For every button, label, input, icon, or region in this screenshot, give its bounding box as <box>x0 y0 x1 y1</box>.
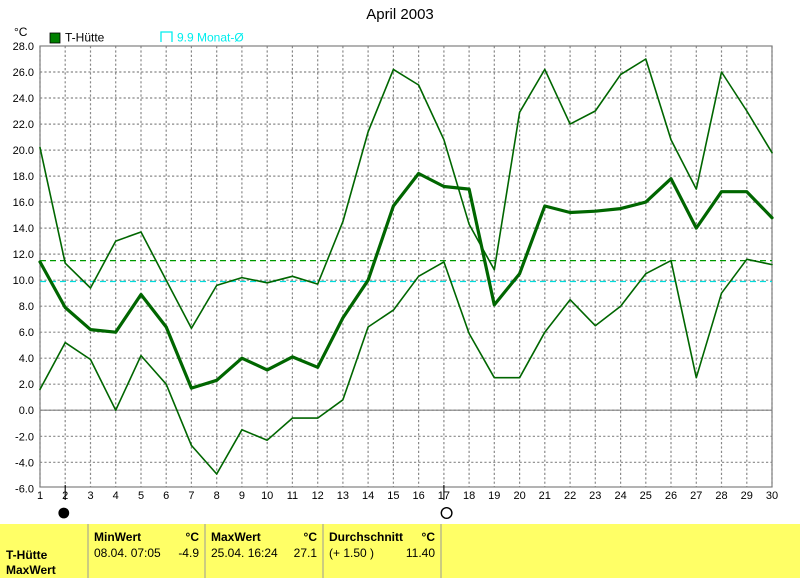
svg-text:5: 5 <box>138 490 144 502</box>
svg-text:MinWert: MinWert <box>94 530 141 544</box>
svg-text:21: 21 <box>539 490 551 502</box>
svg-text:18.0: 18.0 <box>13 171 34 183</box>
svg-text:-6.0: -6.0 <box>15 483 34 495</box>
svg-text:9.9 Monat-Ø: 9.9 Monat-Ø <box>177 31 244 45</box>
svg-text:26.0: 26.0 <box>13 67 34 79</box>
svg-text:22.0: 22.0 <box>13 119 34 131</box>
svg-text:MaxWert: MaxWert <box>6 563 56 577</box>
svg-text:20: 20 <box>513 490 525 502</box>
svg-text:11: 11 <box>287 490 298 502</box>
svg-text:3: 3 <box>87 490 93 502</box>
svg-text:14.0: 14.0 <box>13 223 34 235</box>
svg-text:9: 9 <box>239 490 245 502</box>
svg-text:11.40: 11.40 <box>406 546 435 560</box>
svg-text:°C: °C <box>422 530 436 544</box>
svg-text:26: 26 <box>665 490 677 502</box>
svg-text:23: 23 <box>589 490 601 502</box>
svg-text:1: 1 <box>37 490 43 502</box>
svg-text:4.0: 4.0 <box>19 353 34 365</box>
svg-text:-4.0: -4.0 <box>15 457 34 469</box>
svg-text:30: 30 <box>766 490 778 502</box>
svg-text:19: 19 <box>488 490 500 502</box>
svg-text:2.0: 2.0 <box>19 379 34 391</box>
svg-text:16: 16 <box>412 490 424 502</box>
svg-text:28.0: 28.0 <box>13 41 34 53</box>
svg-text:16.0: 16.0 <box>13 197 34 209</box>
svg-text:27.1: 27.1 <box>294 546 318 560</box>
svg-text:10.0: 10.0 <box>13 275 34 287</box>
svg-text:14: 14 <box>362 490 374 502</box>
svg-text:10: 10 <box>261 490 273 502</box>
svg-text:24: 24 <box>614 490 626 502</box>
svg-text:8.0: 8.0 <box>19 301 34 313</box>
svg-text:12.0: 12.0 <box>13 249 34 261</box>
svg-text:08.04. 07:05: 08.04. 07:05 <box>94 546 161 560</box>
svg-text:20.0: 20.0 <box>13 145 34 157</box>
svg-text:25: 25 <box>640 490 652 502</box>
svg-text:8: 8 <box>214 490 220 502</box>
svg-text:29: 29 <box>741 490 753 502</box>
svg-text:(+ 1.50 ): (+ 1.50 ) <box>329 546 374 560</box>
svg-text:25.04. 16:24: 25.04. 16:24 <box>211 546 278 560</box>
svg-text:15: 15 <box>387 490 399 502</box>
svg-text:22: 22 <box>564 490 576 502</box>
svg-text:7: 7 <box>188 490 194 502</box>
svg-text:12: 12 <box>312 490 324 502</box>
svg-text:MaxWert: MaxWert <box>211 530 261 544</box>
svg-text:24.0: 24.0 <box>13 93 34 105</box>
svg-text:°C: °C <box>14 25 28 39</box>
svg-text:27: 27 <box>690 490 702 502</box>
svg-text:°C: °C <box>186 530 200 544</box>
svg-text:T-Hütte: T-Hütte <box>65 31 105 45</box>
svg-text:6: 6 <box>163 490 169 502</box>
svg-text:6.0: 6.0 <box>19 327 34 339</box>
svg-text:18: 18 <box>463 490 475 502</box>
svg-text:Durchschnitt: Durchschnitt <box>329 530 403 544</box>
svg-text:T-Hütte: T-Hütte <box>6 548 48 562</box>
svg-text:-4.9: -4.9 <box>178 546 199 560</box>
svg-text:13: 13 <box>337 490 349 502</box>
svg-text:28: 28 <box>715 490 727 502</box>
svg-text:0.0: 0.0 <box>19 405 34 417</box>
svg-text:-2.0: -2.0 <box>15 431 34 443</box>
svg-text:4: 4 <box>113 490 119 502</box>
svg-text:°C: °C <box>304 530 318 544</box>
